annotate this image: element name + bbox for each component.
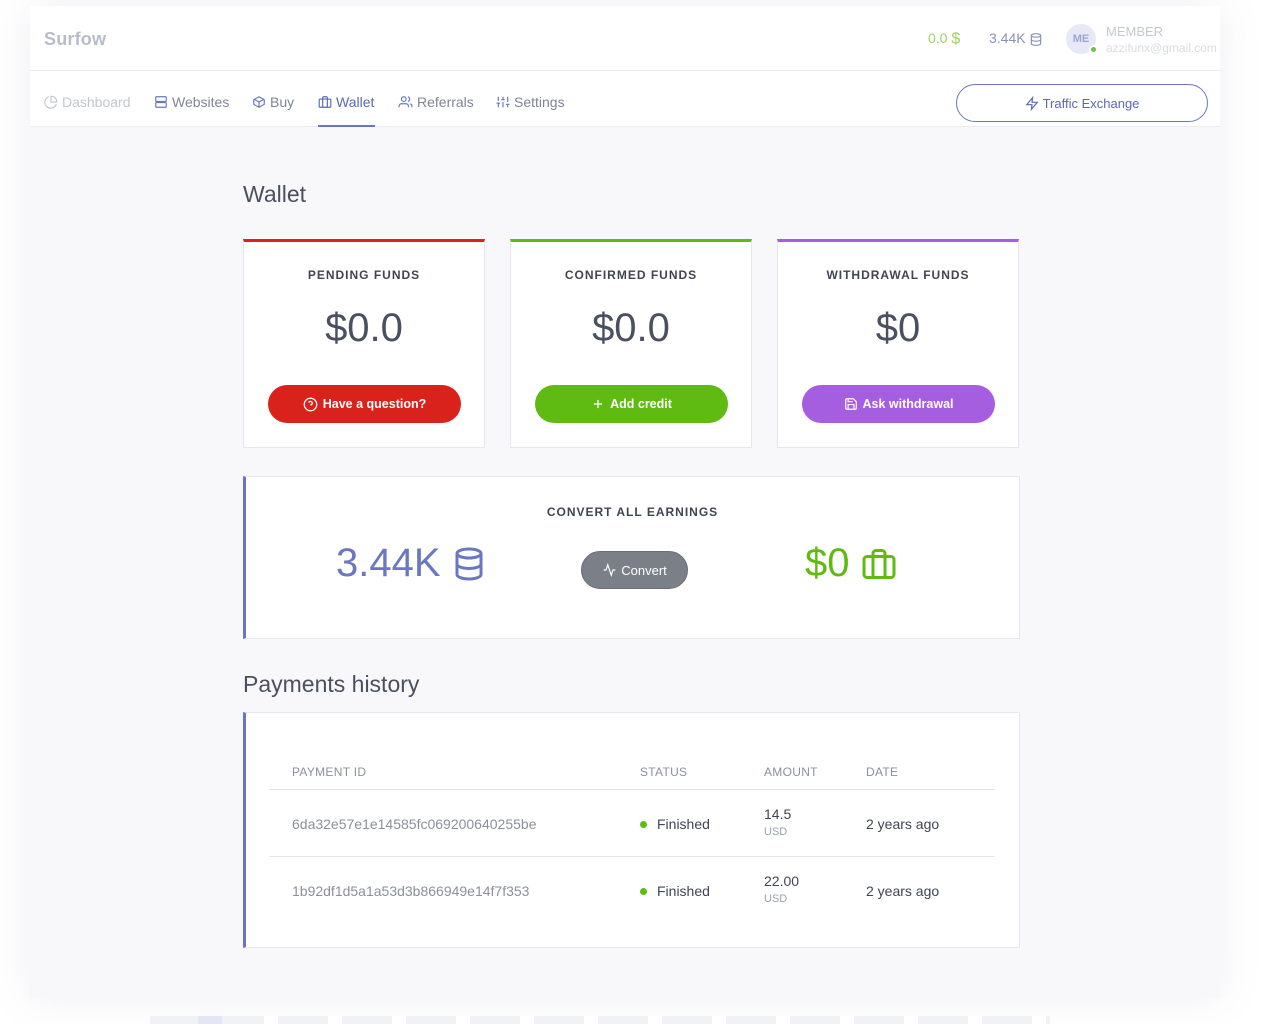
payment-id: 6da32e57e1e14585fc069200640255be <box>292 816 537 832</box>
payment-status: Finished <box>640 883 710 899</box>
footer-pill <box>198 1016 222 1024</box>
brand-logo[interactable]: Surfow <box>44 29 107 49</box>
sliders-icon <box>496 96 510 108</box>
server-icon <box>155 96 167 108</box>
credit-balance[interactable]: 3.44K <box>989 30 1043 47</box>
nav-item-referrals[interactable]: Referrals <box>398 91 474 113</box>
payments-history-table: PAYMENT ID STATUS AMOUNT DATE 6da32e57e1… <box>243 712 1020 948</box>
withdrawal-funds-value: $0 <box>875 306 921 350</box>
column-header-status: STATUS <box>640 765 688 779</box>
convert-credits-value: 3.44K <box>336 541 441 585</box>
nav-item-websites[interactable]: Websites <box>154 91 229 113</box>
ask-withdrawal-button[interactable]: Ask withdrawal <box>802 385 995 423</box>
traffic-exchange-button[interactable]: Traffic Exchange <box>956 84 1208 122</box>
help-circle-icon <box>303 397 318 411</box>
save-icon <box>844 398 857 410</box>
confirmed-funds-label: CONFIRMED FUNDS <box>564 268 698 282</box>
pending-funds-label: PENDING FUNDS <box>307 268 421 282</box>
dollar-balance-value: 0.0 <box>928 30 948 46</box>
users-icon <box>398 96 413 108</box>
payment-amount: 14.5 USD <box>764 806 791 838</box>
payment-amount-value: 22.00 <box>764 873 800 889</box>
box-icon <box>253 96 265 108</box>
convert-dollars-value: $0 <box>805 541 850 585</box>
column-header-payment-id: PAYMENT ID <box>292 765 367 779</box>
nav-item-settings[interactable]: Settings <box>496 91 565 113</box>
table-header-divider <box>269 789 995 790</box>
online-status-dot <box>1089 45 1098 54</box>
nav-item-wallet[interactable]: Wallet <box>318 91 374 113</box>
nav-item-dashboard[interactable]: Dashboard <box>44 91 131 113</box>
have-a-question-button[interactable]: Have a question? <box>268 385 461 423</box>
convert-dollars: $0 <box>805 541 898 586</box>
add-credit-label: Add credit <box>610 397 672 411</box>
table-row-divider <box>269 856 995 857</box>
nav-item-referrals-label: Referrals <box>417 94 474 110</box>
status-dot <box>640 887 647 895</box>
payment-amount-value: 14.5 <box>764 806 792 822</box>
payment-id: 1b92df1d5a1a53d3b866949e14f7f353 <box>292 883 530 899</box>
convert-button-label: Convert <box>621 562 667 578</box>
zap-icon <box>1025 95 1039 111</box>
nav-item-wallet-label: Wallet <box>336 94 375 110</box>
confirmed-funds-card: CONFIRMED FUNDS $0.0 Add credit <box>510 239 752 448</box>
nav-item-dashboard-label: Dashboard <box>62 94 131 110</box>
payments-history-title: Payments history <box>243 671 420 697</box>
ask-withdrawal-label: Ask withdrawal <box>862 397 954 411</box>
convert-title: CONVERT ALL EARNINGS <box>546 505 719 519</box>
column-header-date: DATE <box>866 765 899 779</box>
wallet-title: Wallet <box>243 181 307 207</box>
traffic-exchange-label: Traffic Exchange <box>1042 95 1140 111</box>
footer-strip <box>150 1016 1050 1024</box>
payment-status-text: Finished <box>657 883 710 899</box>
app-window: Surfow 0.0 $ 3.44K ME MEMBER azzifunx@gm… <box>30 6 1220 998</box>
add-credit-button[interactable]: Add credit <box>535 385 728 423</box>
withdrawal-funds-label: WITHDRAWAL FUNDS <box>826 268 970 282</box>
database-icon <box>1031 32 1042 46</box>
convert-credits: 3.44K <box>336 541 487 586</box>
have-a-question-label: Have a question? <box>322 397 427 411</box>
credit-balance-value: 3.44K <box>989 30 1026 46</box>
database-icon <box>455 547 483 581</box>
withdrawal-funds-card: WITHDRAWAL FUNDS $0 Ask withdrawal <box>777 239 1019 448</box>
payment-status: Finished <box>640 816 710 832</box>
main-nav: Dashboard Websites Buy Wallet Referrals … <box>30 71 1220 127</box>
active-tab-indicator <box>318 125 375 127</box>
payment-currency: USD <box>764 893 788 905</box>
payment-currency: USD <box>764 826 788 838</box>
convert-button[interactable]: Convert <box>581 551 688 589</box>
activity-icon <box>603 563 616 577</box>
confirmed-funds-value: $0.0 <box>592 306 670 350</box>
nav-item-buy-label: Buy <box>270 94 295 110</box>
dollar-balance[interactable]: 0.0 $ <box>928 30 960 48</box>
user-email: azzifunx@gmail.com <box>1106 41 1217 55</box>
pending-funds-card: PENDING FUNDS $0.0 Have a question? <box>243 239 485 448</box>
convert-earnings-card: CONVERT ALL EARNINGS 3.44K Convert $0 <box>243 476 1020 639</box>
column-header-amount: AMOUNT <box>764 765 818 779</box>
user-role: MEMBER <box>1106 24 1164 39</box>
status-dot <box>640 820 647 828</box>
payment-amount: 22.00 USD <box>764 873 799 905</box>
top-bar: Surfow 0.0 $ 3.44K ME MEMBER azzifunx@gm… <box>30 6 1220 71</box>
pie-chart-icon <box>44 95 58 109</box>
dollar-icon: $ <box>951 30 961 48</box>
nav-item-websites-label: Websites <box>172 94 230 110</box>
briefcase-icon <box>862 548 895 579</box>
nav-item-buy[interactable]: Buy <box>252 91 294 113</box>
briefcase-icon <box>318 96 332 108</box>
pending-funds-value: $0.0 <box>325 306 403 350</box>
payment-date: 2 years ago <box>866 883 940 899</box>
avatar[interactable]: ME <box>1066 24 1098 54</box>
avatar-initials: ME <box>1072 33 1090 45</box>
payment-date: 2 years ago <box>866 816 940 832</box>
payment-status-text: Finished <box>657 816 710 832</box>
plus-icon <box>594 399 603 409</box>
nav-item-settings-label: Settings <box>514 94 565 110</box>
